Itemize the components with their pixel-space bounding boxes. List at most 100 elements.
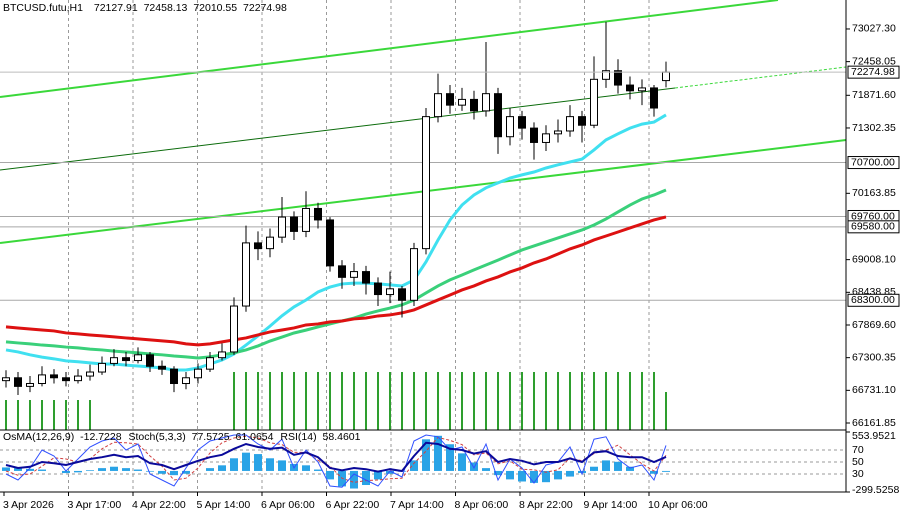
osma-bar (458, 453, 466, 471)
candle-body (26, 383, 34, 387)
osma-bar (74, 470, 82, 473)
osma-bar (278, 460, 286, 471)
volume-bar (29, 400, 31, 430)
volume-bar (461, 372, 463, 430)
chart-header: BTCUSD.futu,H1 72127.91 72458.13 72010.5… (3, 2, 287, 14)
osma-bar (410, 460, 418, 471)
osma-bar (218, 465, 226, 471)
candle-body (278, 216, 286, 238)
candle-body (134, 354, 142, 362)
volume-bar (317, 372, 319, 430)
channel-mid (0, 87, 676, 171)
osma-bar (602, 460, 610, 471)
stoch-main-value: 77.5725 (192, 431, 230, 443)
candle-body (566, 116, 574, 132)
volume-bar (509, 372, 511, 430)
candle-body (86, 371, 94, 377)
volume-bar (593, 372, 595, 430)
volume-bar (329, 372, 331, 430)
stoch-signal (5, 435, 667, 483)
volume-bar (293, 372, 295, 430)
rsi-title: RSI(14) (280, 431, 316, 443)
x-tick-label: 9 Apr 14:00 (584, 499, 638, 511)
osma-bar (518, 470, 526, 482)
volume-bar (473, 372, 475, 430)
osma-bar (554, 470, 562, 480)
volume-bar (77, 400, 79, 430)
candle-body (326, 219, 334, 267)
volume-bar (425, 372, 427, 430)
osma-bar (470, 462, 478, 471)
current-price-label: 72274.98 (851, 66, 895, 78)
y-tick-label: 69008.10 (852, 253, 896, 265)
volume-bar (341, 372, 343, 430)
y2-tick-label: 50 (852, 456, 864, 468)
volume-bar (533, 372, 535, 430)
candle-body (2, 377, 10, 382)
osma-bar (662, 470, 670, 472)
volume-bar (617, 372, 619, 430)
candle-body (434, 93, 442, 118)
volume-bar (305, 372, 307, 430)
y-tick-label: -299.5258 (852, 484, 899, 496)
candle-body (170, 368, 178, 385)
volume-bar (17, 400, 19, 430)
volume-bar (413, 372, 415, 430)
osma-bar (26, 468, 34, 471)
candle-body (482, 93, 490, 112)
volume-bar (353, 372, 355, 430)
candle-body (422, 116, 430, 250)
axes: 3 Apr 2026 3 Apr 17:00 4 Apr 22:00 5 Apr 14… (3, 23, 900, 511)
channel-upper (0, 0, 779, 98)
candle-body (626, 84, 634, 92)
candle-body (110, 357, 118, 364)
y2-tick-label: 70 (852, 444, 864, 456)
candle-body (662, 71, 670, 82)
x-tick-label: 5 Apr 14:00 (197, 499, 251, 511)
candle-body (74, 375, 82, 382)
volume-bar (557, 372, 559, 430)
osma-bar (542, 470, 550, 483)
level-box (847, 156, 900, 170)
x-tick-label: 10 Apr 06:00 (648, 499, 708, 511)
candle-body (14, 377, 22, 387)
volume-bar (41, 400, 43, 430)
volume-bar (629, 372, 631, 430)
osma-bar (110, 466, 118, 471)
level-box (847, 220, 900, 234)
candle-body (290, 216, 298, 232)
osma-bar (302, 465, 310, 471)
moving-average (5, 215, 667, 347)
y-tick-label: 71302.35 (852, 122, 896, 134)
osma-bar (146, 470, 154, 472)
y-tick-label: 66161.85 (852, 417, 896, 429)
x-tick-label: 8 Apr 06:00 (455, 499, 509, 511)
osma-bar (242, 452, 250, 471)
volume-bar (389, 372, 391, 430)
moving-average (5, 113, 667, 372)
osma-bar (422, 439, 430, 471)
osma-bar (2, 467, 10, 471)
osma-bar (98, 468, 106, 471)
candle-body (266, 236, 274, 250)
osma-bar (482, 468, 490, 471)
osma-bar (434, 435, 442, 471)
candle-body (362, 271, 370, 284)
candle-body (302, 207, 310, 232)
volume-bar (233, 372, 235, 430)
volume-bar (449, 372, 451, 430)
candle-body (470, 98, 478, 112)
osma-bar (62, 470, 70, 474)
volume-bar (365, 372, 367, 430)
plot-area (0, 21, 846, 489)
candle-body (386, 288, 394, 296)
candle-body (554, 130, 562, 135)
volume-bar (581, 372, 583, 430)
y-tick-label: 72458.05 (852, 55, 896, 67)
volume-bar (401, 372, 403, 430)
candle-body (98, 362, 106, 373)
candle-body (518, 116, 526, 129)
candle-body (650, 87, 658, 109)
level-label: 68300.00 (851, 294, 895, 306)
osma-bar (374, 470, 382, 480)
